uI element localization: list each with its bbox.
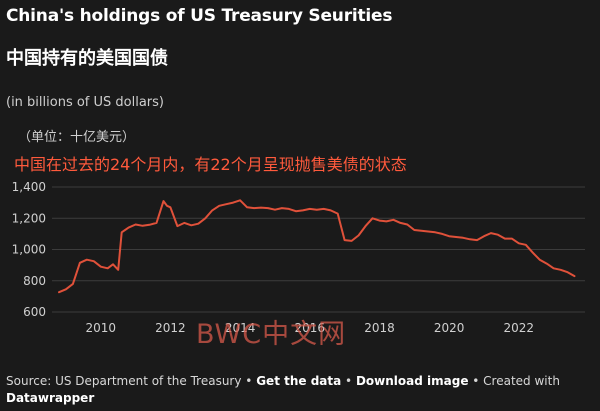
- series-layer: [58, 199, 576, 294]
- series-line: [58, 199, 576, 294]
- get-data-link[interactable]: Get the data: [256, 374, 342, 388]
- x-tick-label: 2012: [155, 321, 186, 335]
- y-tick-label: 1,400: [12, 180, 46, 194]
- watermark: BWC中文网: [196, 319, 347, 350]
- x-tick-label: 2022: [504, 321, 535, 335]
- x-tick-label: 2018: [364, 321, 395, 335]
- footer: Source: US Department of the Treasury • …: [6, 373, 586, 407]
- datawrapper-link[interactable]: Datawrapper: [6, 391, 95, 405]
- y-tick-label: 1,000: [12, 243, 46, 257]
- download-image-link[interactable]: Download image: [355, 374, 469, 388]
- y-tick-label: 1,200: [12, 211, 46, 225]
- x-tick-label: 2016: [295, 321, 326, 335]
- chart-headline-cn: 中国在过去的24个月内，有22个月呈现抛售美债的状态: [14, 155, 407, 174]
- x-tick-label: 2020: [434, 321, 465, 335]
- grid-layer: 600 800 1,000 1,200 1,400: [12, 180, 585, 319]
- x-axis: 2010 2012 2014 2016 2018 2020 2022: [85, 321, 534, 335]
- y-tick-label: 600: [23, 305, 46, 319]
- x-tick-label: 2010: [85, 321, 116, 335]
- separator: •: [241, 374, 257, 388]
- separator: •: [341, 374, 356, 388]
- separator: •: [468, 374, 484, 388]
- source-text: Source: US Department of the Treasury: [6, 374, 242, 388]
- created-with-text: Created with: [483, 374, 560, 388]
- unit-label-cn: （单位：十亿美元）: [18, 130, 136, 145]
- x-tick-label: 2014: [225, 321, 256, 335]
- unit-label-en: (in billions of US dollars): [6, 95, 164, 110]
- y-tick-label: 800: [23, 274, 46, 288]
- chart-subtitle-cn: 中国持有的美国国债: [6, 48, 168, 69]
- chart-title: China's holdings of US Treasury Seuritie…: [6, 6, 393, 26]
